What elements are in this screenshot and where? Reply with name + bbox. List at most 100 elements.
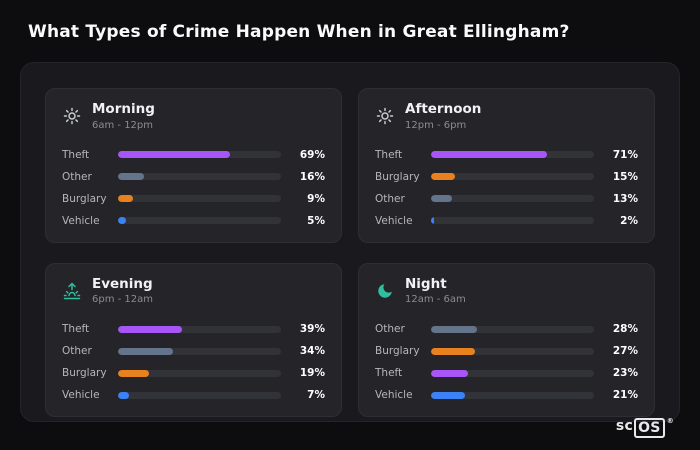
bar-fill: [118, 347, 174, 355]
card-subtitle: 6am - 12pm: [92, 119, 154, 131]
bar-track: [118, 391, 281, 399]
card-header-text: Night 12am - 6am: [405, 276, 466, 306]
bar-row-vehicle: Vehicle 21%: [375, 384, 638, 406]
bar-fill: [118, 151, 231, 159]
time-card-morning: Morning 6am - 12pm Theft 69% Other 16% Burglar…: [45, 88, 342, 243]
bar-row-other: Other 34%: [62, 340, 325, 362]
bar-value: 2%: [620, 214, 638, 227]
bar-label: Theft: [375, 367, 403, 380]
bar-row-vehicle: Vehicle 5%: [62, 210, 325, 232]
bar-value: 19%: [299, 367, 325, 380]
bar-label: Theft: [62, 323, 90, 336]
card-header-text: Evening 6pm - 12am: [92, 276, 154, 306]
sun-icon: [375, 106, 395, 126]
bar-row-theft: Theft 69%: [62, 144, 325, 166]
bar-track: [431, 325, 594, 333]
bar-rows: Other 28% Burglary 27% Theft 23% Vehicle 21%: [375, 318, 638, 406]
bar-value: 39%: [299, 323, 325, 336]
bar-fill: [118, 217, 127, 225]
bar-value: 9%: [307, 192, 325, 205]
bar-fill: [118, 325, 182, 333]
bar-track: [118, 369, 281, 377]
card-subtitle: 12pm - 6pm: [405, 119, 467, 131]
bar-row-burglary: Burglary 9%: [62, 188, 325, 210]
bar-label: Other: [375, 192, 405, 205]
cards-grid: Morning 6am - 12pm Theft 69% Other 16% Burglar…: [45, 88, 655, 418]
bar-value: 34%: [299, 345, 325, 358]
bar-fill: [431, 347, 475, 355]
bar-rows: Theft 39% Other 34% Burglary 19% Vehicle 7%: [62, 318, 325, 406]
bar-value: 71%: [612, 148, 638, 161]
bar-label: Vehicle: [62, 214, 100, 227]
bar-track: [431, 173, 594, 181]
logo-prefix: sc: [615, 417, 634, 434]
bar-fill: [431, 173, 456, 181]
bar-fill: [431, 151, 547, 159]
bar-track: [118, 217, 281, 225]
bar-row-burglary: Burglary 15%: [375, 166, 638, 188]
bar-value: 69%: [299, 148, 325, 161]
bar-track: [431, 195, 594, 203]
bar-row-burglary: Burglary 19%: [62, 362, 325, 384]
bar-track: [118, 173, 281, 181]
bar-track: [431, 151, 594, 159]
bar-value: 13%: [612, 192, 638, 205]
card-header-text: Afternoon 12pm - 6pm: [405, 101, 481, 131]
bar-row-theft: Theft 71%: [375, 144, 638, 166]
card-header: Evening 6pm - 12am: [62, 276, 325, 306]
bar-row-theft: Theft 39%: [62, 318, 325, 340]
bar-track: [118, 325, 281, 333]
bar-track: [431, 369, 594, 377]
charts-panel: Morning 6am - 12pm Theft 69% Other 16% Burglar…: [20, 62, 680, 422]
card-subtitle: 6pm - 12am: [92, 294, 154, 306]
bar-label: Other: [62, 170, 92, 183]
bar-value: 16%: [299, 170, 325, 183]
time-card-night: Night 12am - 6am Other 28% Burglary 27% Theft 2…: [358, 262, 655, 418]
bar-value: 5%: [307, 214, 325, 227]
bar-label: Other: [62, 345, 92, 358]
bar-track: [431, 217, 594, 225]
page-title: What Types of Crime Happen When in Great…: [28, 22, 570, 42]
bar-value: 7%: [307, 389, 325, 402]
bar-row-vehicle: Vehicle 7%: [62, 384, 325, 406]
bar-fill: [431, 325, 477, 333]
bar-row-other: Other 13%: [375, 188, 638, 210]
bar-row-other: Other 28%: [375, 318, 638, 340]
bar-row-other: Other 16%: [62, 166, 325, 188]
card-header: Night 12am - 6am: [375, 276, 638, 306]
bar-label: Vehicle: [375, 389, 413, 402]
bar-track: [431, 391, 594, 399]
time-card-evening: Evening 6pm - 12am Theft 39% Other 34% Burglar…: [45, 262, 342, 418]
bar-row-burglary: Burglary 27%: [375, 340, 638, 362]
moon-icon: [375, 281, 395, 301]
bar-track: [118, 347, 281, 355]
bar-label: Burglary: [62, 192, 107, 205]
logo-boxed-text: OS: [634, 417, 665, 438]
bar-fill: [431, 369, 469, 377]
bar-fill: [431, 217, 435, 225]
card-subtitle: 12am - 6am: [405, 294, 466, 306]
bar-value: 23%: [612, 367, 638, 380]
bar-label: Theft: [375, 148, 403, 161]
bar-row-vehicle: Vehicle 2%: [375, 210, 638, 232]
sunrise-icon: [62, 281, 82, 301]
bar-label: Burglary: [375, 345, 420, 358]
bar-track: [118, 195, 281, 203]
bar-fill: [118, 195, 133, 203]
bar-label: Other: [375, 323, 405, 336]
bar-fill: [431, 195, 453, 203]
bar-value: 27%: [612, 345, 638, 358]
bar-label: Vehicle: [62, 389, 100, 402]
bar-fill: [118, 173, 145, 181]
bar-track: [118, 151, 281, 159]
bar-label: Burglary: [62, 367, 107, 380]
time-card-afternoon: Afternoon 12pm - 6pm Theft 71% Burglary 15% Ot…: [358, 88, 655, 243]
bar-track: [431, 347, 594, 355]
bar-fill: [118, 369, 149, 377]
card-header-text: Morning 6am - 12pm: [92, 101, 155, 131]
card-header: Morning 6am - 12pm: [62, 101, 325, 131]
scos-logo: sc OS ®: [615, 417, 674, 438]
bar-value: 21%: [612, 389, 638, 402]
card-header: Afternoon 12pm - 6pm: [375, 101, 638, 131]
bar-label: Theft: [62, 148, 90, 161]
